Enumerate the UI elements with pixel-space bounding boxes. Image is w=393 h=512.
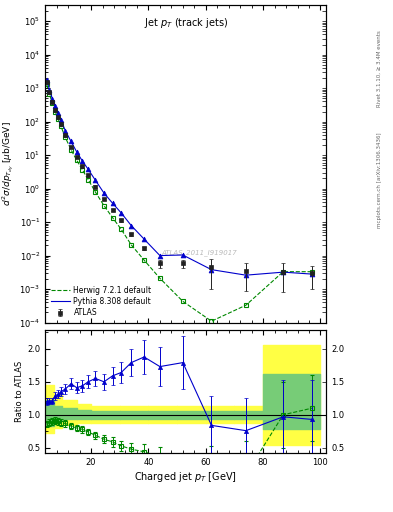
Pythia 8.308 default <box>53 103 58 110</box>
Pythia 8.308 default <box>47 87 52 93</box>
Herwig 7.2.1 default <box>47 91 52 97</box>
Text: mcplots.cern.ch [arXiv:1306.3436]: mcplots.cern.ch [arXiv:1306.3436] <box>377 132 382 227</box>
Pythia 8.308 default <box>310 271 314 277</box>
Herwig 7.2.1 default <box>80 167 85 173</box>
Pythia 8.308 default <box>180 252 185 258</box>
Herwig 7.2.1 default <box>63 134 68 140</box>
Herwig 7.2.1 default <box>74 157 79 163</box>
Herwig 7.2.1 default <box>44 81 49 88</box>
Pythia 8.308 default <box>69 138 73 144</box>
Pythia 8.308 default <box>86 166 90 173</box>
Pythia 8.308 default <box>244 272 248 278</box>
Line: Pythia 8.308 default: Pythia 8.308 default <box>47 79 312 275</box>
Herwig 7.2.1 default <box>53 109 58 115</box>
Pythia 8.308 default <box>59 117 63 123</box>
Pythia 8.308 default <box>158 252 162 259</box>
Herwig 7.2.1 default <box>93 189 98 195</box>
Herwig 7.2.1 default <box>69 146 73 153</box>
Herwig 7.2.1 default <box>158 275 162 281</box>
Text: Jet $p_T$ (track jets): Jet $p_T$ (track jets) <box>143 16 228 30</box>
Herwig 7.2.1 default <box>119 226 123 232</box>
Line: Herwig 7.2.1 default: Herwig 7.2.1 default <box>47 84 312 321</box>
Herwig 7.2.1 default <box>102 203 107 209</box>
Legend: Herwig 7.2.1 default, Pythia 8.308 default, ATLAS: Herwig 7.2.1 default, Pythia 8.308 defau… <box>49 284 153 319</box>
Text: Rivet 3.1.10, ≥ 3.4M events: Rivet 3.1.10, ≥ 3.4M events <box>377 30 382 107</box>
Pythia 8.308 default <box>93 177 98 183</box>
Herwig 7.2.1 default <box>110 215 115 221</box>
Herwig 7.2.1 default <box>209 318 214 324</box>
Herwig 7.2.1 default <box>86 177 90 183</box>
Pythia 8.308 default <box>80 158 85 164</box>
Pythia 8.308 default <box>119 210 123 216</box>
Pythia 8.308 default <box>209 267 214 273</box>
Herwig 7.2.1 default <box>129 242 134 248</box>
Pythia 8.308 default <box>110 200 115 206</box>
Herwig 7.2.1 default <box>59 123 63 130</box>
Herwig 7.2.1 default <box>56 116 61 122</box>
Pythia 8.308 default <box>63 127 68 134</box>
Y-axis label: $d^{2}\sigma/dp_{T_{dy}}$ [$\mu$b/GeV]: $d^{2}\sigma/dp_{T_{dy}}$ [$\mu$b/GeV] <box>0 121 17 206</box>
Pythia 8.308 default <box>129 222 134 228</box>
Herwig 7.2.1 default <box>244 302 248 308</box>
Pythia 8.308 default <box>56 110 61 116</box>
Herwig 7.2.1 default <box>142 257 147 263</box>
Herwig 7.2.1 default <box>281 269 286 275</box>
Y-axis label: Ratio to ATLAS: Ratio to ATLAS <box>15 361 24 422</box>
Pythia 8.308 default <box>74 149 79 155</box>
Pythia 8.308 default <box>281 269 286 275</box>
Pythia 8.308 default <box>44 76 49 82</box>
Pythia 8.308 default <box>102 190 107 196</box>
Pythia 8.308 default <box>142 236 147 242</box>
Herwig 7.2.1 default <box>310 269 314 275</box>
Pythia 8.308 default <box>50 96 55 102</box>
X-axis label: Charged jet $p_T$ [GeV]: Charged jet $p_T$ [GeV] <box>134 470 237 484</box>
Herwig 7.2.1 default <box>180 298 185 305</box>
Herwig 7.2.1 default <box>50 100 55 106</box>
Text: ATLAS_2011_I919017: ATLAS_2011_I919017 <box>162 249 238 256</box>
